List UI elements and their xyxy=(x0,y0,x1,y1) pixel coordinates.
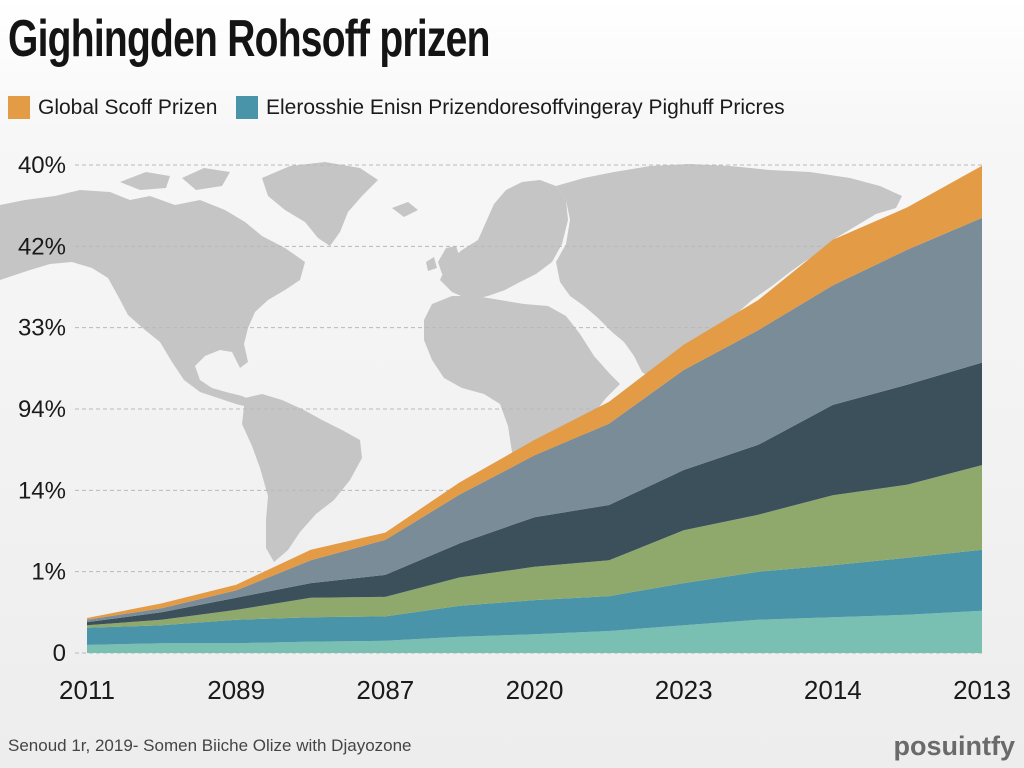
x-axis-tick-labels: 2011 2089 2087 2020 2023 2014 2013 xyxy=(59,675,1011,705)
europe-shape xyxy=(440,180,568,300)
area-series-2 xyxy=(87,549,982,645)
y-tick-label: 40% xyxy=(18,152,66,179)
legend: Global Scoff Prizen Elerosshie Enisn Pri… xyxy=(8,96,1008,119)
brand-logo: posuintfy xyxy=(893,731,1016,761)
x-tick-label: 2089 xyxy=(207,675,265,705)
britain-shape xyxy=(438,246,460,274)
y-tick-label: 94% xyxy=(18,396,66,423)
y-tick-label: 33% xyxy=(18,315,66,342)
asia-shape xyxy=(556,164,902,380)
x-tick-label: 2013 xyxy=(953,675,1011,705)
area-series-3 xyxy=(87,465,982,628)
iceland-shape xyxy=(392,202,418,217)
legend-swatch-teal xyxy=(236,96,258,119)
chart-title: Gighingden Rohsoff prizen xyxy=(8,10,490,68)
area-series-4 xyxy=(87,362,982,626)
x-tick-label: 2020 xyxy=(506,675,564,705)
x-tick-label: 2023 xyxy=(655,675,713,705)
legend-item-global-scoff-prizen: Global Scoff Prizen xyxy=(8,96,217,119)
y-tick-label: 14% xyxy=(18,477,66,504)
south-america-shape xyxy=(242,394,362,562)
arctic-island-shape xyxy=(120,172,170,190)
x-tick-label: 2087 xyxy=(356,675,414,705)
japan-shape xyxy=(804,230,818,258)
legend-label: Elerosshie Enisn Prizendoresoffvingeray … xyxy=(266,96,785,119)
ireland-shape xyxy=(426,257,437,271)
x-tick-label: 2014 xyxy=(804,675,862,705)
area-series-1 xyxy=(87,610,982,653)
legend-label: Global Scoff Prizen xyxy=(38,96,218,119)
y-tick-label: 1% xyxy=(31,559,66,586)
north-america-shape xyxy=(0,190,305,408)
legend-item-elerosshie: Elerosshie Enisn Prizendoresoffvingeray … xyxy=(236,96,785,119)
source-note: Senoud 1r, 2019- Somen Biiche Olize with… xyxy=(8,736,412,755)
y-tick-label: 0 xyxy=(53,640,66,667)
greenland-shape xyxy=(262,162,378,246)
area-series-5 xyxy=(87,217,982,623)
legend-swatch-orange xyxy=(8,96,30,119)
arctic-island-shape xyxy=(182,168,230,190)
stacked-areas xyxy=(87,165,982,653)
x-tick-label: 2011 xyxy=(59,675,115,705)
y-axis-tick-labels: 0 1% 14% 94% 33% 42% 40% xyxy=(18,152,66,667)
y-tick-label: 42% xyxy=(18,233,66,260)
